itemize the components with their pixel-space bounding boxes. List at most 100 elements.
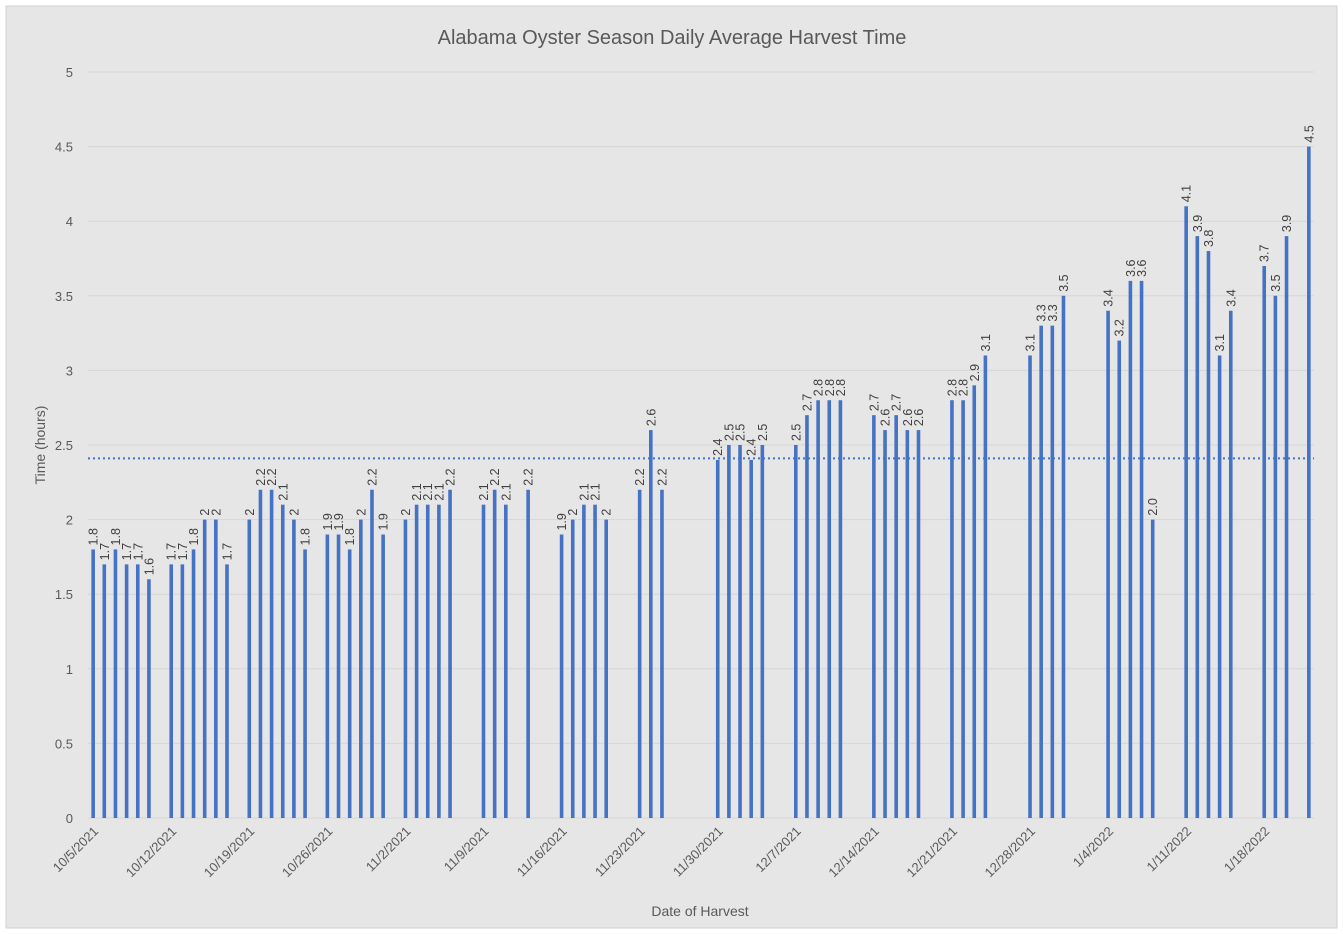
bar <box>1206 251 1211 819</box>
bar <box>827 400 832 818</box>
data-label: 2.0 <box>1146 498 1160 515</box>
data-label: 2.6 <box>879 409 893 426</box>
bar <box>381 534 385 818</box>
bar <box>559 534 564 818</box>
bar <box>91 549 95 818</box>
data-label: 3.5 <box>1057 274 1071 291</box>
bar <box>1061 295 1066 818</box>
data-label: 3.1 <box>979 334 993 351</box>
bar <box>336 534 341 818</box>
data-label: 3.4 <box>1102 289 1116 306</box>
bar <box>124 564 129 818</box>
bar <box>1273 295 1278 818</box>
data-label: 3.9 <box>1280 215 1294 232</box>
bar <box>269 489 274 818</box>
data-label: 2.2 <box>655 468 669 485</box>
bar <box>147 579 151 818</box>
data-label: 2 <box>600 509 614 516</box>
data-label: 1.8 <box>343 528 357 545</box>
data-label: 2 <box>287 509 301 516</box>
bar <box>570 519 575 818</box>
bar <box>359 519 363 818</box>
bar <box>916 430 921 818</box>
y-tick-label: 0.5 <box>55 736 73 751</box>
data-label: 2.8 <box>834 379 848 396</box>
bar <box>180 564 185 818</box>
y-axis-title: Time (hours) <box>32 406 48 485</box>
data-label: 4.1 <box>1180 185 1194 202</box>
data-label: 2.6 <box>644 409 658 426</box>
bar <box>191 549 196 818</box>
data-label: 2.8 <box>812 379 826 396</box>
data-label: 2.8 <box>957 379 971 396</box>
bar <box>883 430 887 818</box>
data-label: 3.1 <box>1024 334 1038 351</box>
bar <box>961 400 965 818</box>
data-label: 2.8 <box>823 379 837 396</box>
y-tick-label: 4.5 <box>55 140 73 155</box>
data-label: 1.8 <box>109 528 123 545</box>
data-label: 2.2 <box>254 468 268 485</box>
bar <box>872 415 876 818</box>
bar <box>637 489 642 818</box>
data-label: 1.7 <box>165 543 179 560</box>
data-label: 2.2 <box>633 468 647 485</box>
data-label: 2.1 <box>421 483 435 500</box>
bar <box>649 430 653 818</box>
bar <box>593 504 597 818</box>
data-label: 3.3 <box>1035 304 1049 321</box>
data-label: 2.1 <box>432 483 446 500</box>
data-label: 2.2 <box>365 468 379 485</box>
bar <box>660 489 664 818</box>
data-label: 2.2 <box>522 468 536 485</box>
bar <box>347 549 352 818</box>
data-label: 2.1 <box>577 483 591 500</box>
y-tick-label: 0 <box>66 811 73 826</box>
y-tick-label: 2.5 <box>55 438 73 453</box>
bar <box>582 504 586 818</box>
data-label: 1.9 <box>377 513 391 530</box>
chart-title: Alabama Oyster Season Daily Average Harv… <box>438 27 907 49</box>
data-label: 2.8 <box>945 379 959 396</box>
y-tick-label: 3 <box>66 363 73 378</box>
data-label: 2 <box>399 509 413 516</box>
bar <box>214 519 218 818</box>
data-label: 1.6 <box>142 558 156 575</box>
bar <box>1139 280 1144 818</box>
y-tick-label: 5 <box>66 65 73 80</box>
y-tick-label: 2 <box>66 513 73 528</box>
data-label: 2.5 <box>789 424 803 441</box>
bar <box>749 459 753 818</box>
bar <box>1195 236 1200 818</box>
bar <box>983 355 988 818</box>
bar <box>414 504 419 818</box>
bar <box>225 564 229 818</box>
data-label: 2 <box>354 509 368 516</box>
y-tick-label: 4 <box>66 214 73 229</box>
bar <box>1106 310 1110 818</box>
data-label: 2.5 <box>756 424 770 441</box>
bar <box>604 519 608 818</box>
bar <box>437 504 441 818</box>
bar <box>102 564 107 818</box>
data-label: 2.9 <box>968 364 982 381</box>
bar <box>738 445 742 818</box>
bar <box>1050 325 1055 818</box>
data-label: 3.8 <box>1202 230 1216 247</box>
bar <box>425 504 430 818</box>
data-label: 2 <box>566 509 580 516</box>
data-label: 2.5 <box>722 424 736 441</box>
bar <box>950 400 954 818</box>
data-label: 2 <box>198 509 212 516</box>
data-label: 3.6 <box>1124 259 1138 276</box>
data-label: 2.4 <box>745 438 759 455</box>
bar <box>202 519 207 818</box>
data-label: 2.2 <box>265 468 279 485</box>
bar <box>1128 280 1133 818</box>
data-label: 3.5 <box>1269 274 1283 291</box>
data-label: 1.9 <box>555 513 569 530</box>
data-label: 2.6 <box>901 409 915 426</box>
data-label: 1.7 <box>98 543 112 560</box>
data-label: 2.2 <box>444 468 458 485</box>
data-label: 3.6 <box>1135 259 1149 276</box>
